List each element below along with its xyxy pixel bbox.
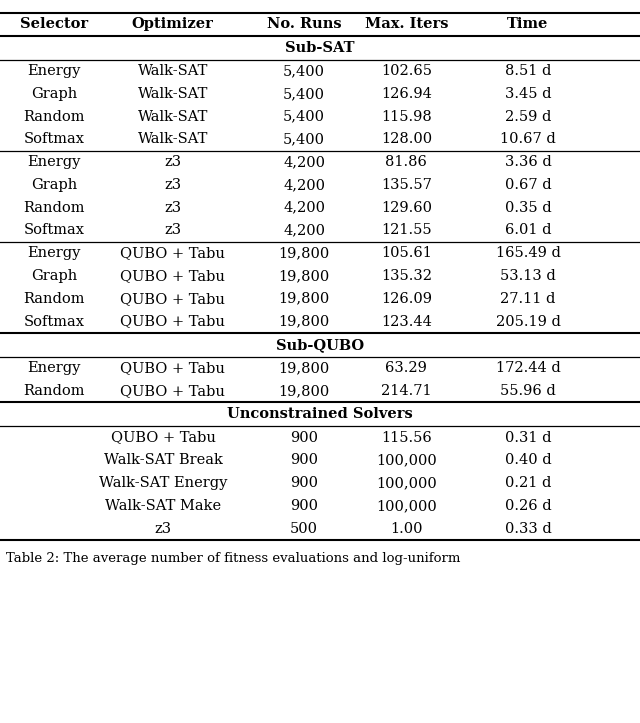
- Text: Energy: Energy: [28, 362, 81, 375]
- Text: Softmax: Softmax: [24, 223, 85, 237]
- Text: 129.60: 129.60: [381, 201, 432, 215]
- Text: Table 2: The average number of fitness evaluations and log-uniform: Table 2: The average number of fitness e…: [6, 552, 461, 565]
- Text: z3: z3: [164, 178, 181, 192]
- Text: 4,200: 4,200: [283, 223, 325, 237]
- Text: 4,200: 4,200: [283, 178, 325, 192]
- Text: 0.21 d: 0.21 d: [505, 476, 551, 490]
- Text: Sub-SAT: Sub-SAT: [285, 40, 355, 55]
- Text: Graph: Graph: [31, 269, 77, 283]
- Text: QUBO + Tabu: QUBO + Tabu: [120, 315, 225, 328]
- Text: 5,400: 5,400: [283, 64, 325, 78]
- Text: QUBO + Tabu: QUBO + Tabu: [120, 269, 225, 283]
- Text: Graph: Graph: [31, 87, 77, 100]
- Text: 19,800: 19,800: [278, 247, 330, 260]
- Text: 19,800: 19,800: [278, 362, 330, 375]
- Text: Walk-SAT: Walk-SAT: [138, 110, 208, 124]
- Text: 6.01 d: 6.01 d: [505, 223, 551, 237]
- Text: Walk-SAT Make: Walk-SAT Make: [105, 499, 221, 513]
- Text: Walk-SAT: Walk-SAT: [138, 132, 208, 146]
- Text: 105.61: 105.61: [381, 247, 432, 260]
- Text: 19,800: 19,800: [278, 315, 330, 328]
- Text: 19,800: 19,800: [278, 384, 330, 398]
- Text: 3.45 d: 3.45 d: [505, 87, 551, 100]
- Text: 8.51 d: 8.51 d: [505, 64, 551, 78]
- Text: 81.86: 81.86: [385, 155, 428, 169]
- Text: 4,200: 4,200: [283, 155, 325, 169]
- Text: 205.19 d: 205.19 d: [495, 315, 561, 328]
- Text: 900: 900: [290, 431, 318, 445]
- Text: 27.11 d: 27.11 d: [500, 292, 556, 306]
- Text: 100,000: 100,000: [376, 476, 436, 490]
- Text: 1.00: 1.00: [390, 522, 422, 536]
- Text: 214.71: 214.71: [381, 384, 432, 398]
- Text: 165.49 d: 165.49 d: [495, 247, 561, 260]
- Text: Sub-QUBO: Sub-QUBO: [276, 338, 364, 352]
- Text: 4,200: 4,200: [283, 201, 325, 215]
- Text: 10.67 d: 10.67 d: [500, 132, 556, 146]
- Text: QUBO + Tabu: QUBO + Tabu: [120, 384, 225, 398]
- Text: 900: 900: [290, 453, 318, 467]
- Text: QUBO + Tabu: QUBO + Tabu: [120, 362, 225, 375]
- Text: z3: z3: [164, 223, 181, 237]
- Text: 100,000: 100,000: [376, 499, 436, 513]
- Text: z3: z3: [164, 155, 181, 169]
- Text: 5,400: 5,400: [283, 132, 325, 146]
- Text: Walk-SAT: Walk-SAT: [138, 64, 208, 78]
- Text: No. Runs: No. Runs: [267, 17, 341, 31]
- Text: 0.67 d: 0.67 d: [505, 178, 551, 192]
- Text: 123.44: 123.44: [381, 315, 432, 328]
- Text: Unconstrained Solvers: Unconstrained Solvers: [227, 407, 413, 422]
- Text: 102.65: 102.65: [381, 64, 432, 78]
- Text: Walk-SAT Break: Walk-SAT Break: [104, 453, 223, 467]
- Text: Energy: Energy: [28, 247, 81, 260]
- Text: 2.59 d: 2.59 d: [505, 110, 551, 124]
- Text: 0.31 d: 0.31 d: [505, 431, 551, 445]
- Text: 100,000: 100,000: [376, 453, 436, 467]
- Text: Walk-SAT: Walk-SAT: [138, 87, 208, 100]
- Text: 0.40 d: 0.40 d: [505, 453, 551, 467]
- Text: 128.00: 128.00: [381, 132, 432, 146]
- Text: Random: Random: [24, 201, 85, 215]
- Text: 500: 500: [290, 522, 318, 536]
- Text: 135.32: 135.32: [381, 269, 432, 283]
- Text: 55.96 d: 55.96 d: [500, 384, 556, 398]
- Text: 900: 900: [290, 476, 318, 490]
- Text: Softmax: Softmax: [24, 132, 85, 146]
- Text: 115.98: 115.98: [381, 110, 432, 124]
- Text: QUBO + Tabu: QUBO + Tabu: [120, 292, 225, 306]
- Text: Softmax: Softmax: [24, 315, 85, 328]
- Text: 172.44 d: 172.44 d: [495, 362, 561, 375]
- Text: 63.29: 63.29: [385, 362, 428, 375]
- Text: 5,400: 5,400: [283, 87, 325, 100]
- Text: z3: z3: [164, 201, 181, 215]
- Text: QUBO + Tabu: QUBO + Tabu: [111, 431, 216, 445]
- Text: QUBO + Tabu: QUBO + Tabu: [120, 247, 225, 260]
- Text: Random: Random: [24, 292, 85, 306]
- Text: Time: Time: [508, 17, 548, 31]
- Text: Max. Iters: Max. Iters: [365, 17, 448, 31]
- Text: 126.09: 126.09: [381, 292, 432, 306]
- Text: 900: 900: [290, 499, 318, 513]
- Text: Selector: Selector: [20, 17, 88, 31]
- Text: 126.94: 126.94: [381, 87, 432, 100]
- Text: Random: Random: [24, 110, 85, 124]
- Text: Energy: Energy: [28, 155, 81, 169]
- Text: 0.35 d: 0.35 d: [505, 201, 551, 215]
- Text: 121.55: 121.55: [381, 223, 432, 237]
- Text: 5,400: 5,400: [283, 110, 325, 124]
- Text: Energy: Energy: [28, 64, 81, 78]
- Text: Optimizer: Optimizer: [132, 17, 214, 31]
- Text: Random: Random: [24, 384, 85, 398]
- Text: 115.56: 115.56: [381, 431, 432, 445]
- Text: Graph: Graph: [31, 178, 77, 192]
- Text: 0.33 d: 0.33 d: [504, 522, 552, 536]
- Text: 53.13 d: 53.13 d: [500, 269, 556, 283]
- Text: 19,800: 19,800: [278, 269, 330, 283]
- Text: 0.26 d: 0.26 d: [505, 499, 551, 513]
- Text: z3: z3: [155, 522, 172, 536]
- Text: 135.57: 135.57: [381, 178, 432, 192]
- Text: 19,800: 19,800: [278, 292, 330, 306]
- Text: Walk-SAT Energy: Walk-SAT Energy: [99, 476, 227, 490]
- Text: 3.36 d: 3.36 d: [504, 155, 552, 169]
